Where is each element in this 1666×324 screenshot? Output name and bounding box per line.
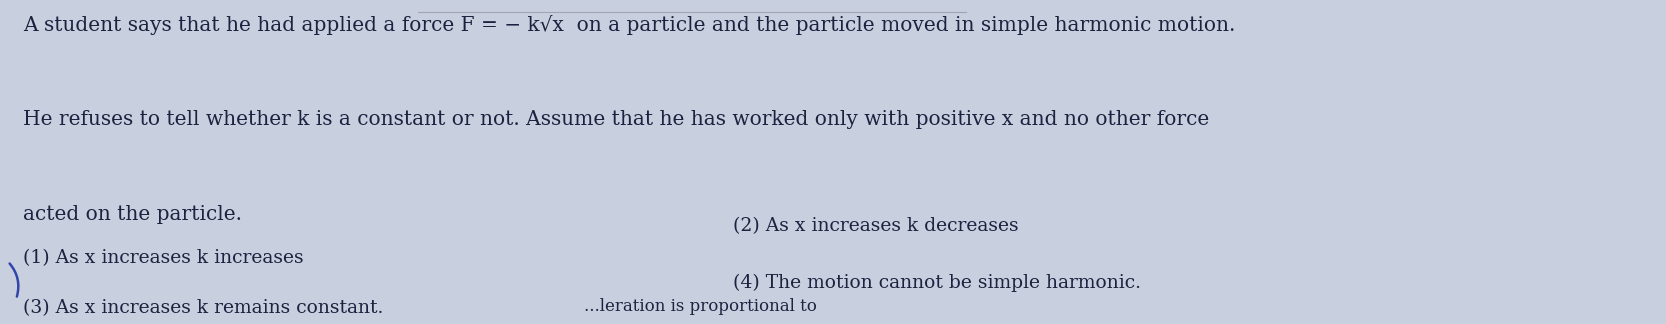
Text: (4) The motion cannot be simple harmonic.: (4) The motion cannot be simple harmonic… <box>733 274 1141 292</box>
Text: He refuses to tell whether k is a constant or not. Assume that he has worked onl: He refuses to tell whether k is a consta… <box>23 110 1210 129</box>
Text: A student says that he had applied a force F = − k√x  on a particle and the part: A student says that he had applied a for… <box>23 16 1235 35</box>
Text: ...leration is proportional to: ...leration is proportional to <box>585 298 816 315</box>
Text: (3) As x increases k remains constant.: (3) As x increases k remains constant. <box>23 299 383 317</box>
Text: (2) As x increases k decreases: (2) As x increases k decreases <box>733 217 1020 235</box>
Text: (1) As x increases k increases: (1) As x increases k increases <box>23 249 303 267</box>
Text: acted on the particle.: acted on the particle. <box>23 205 242 224</box>
